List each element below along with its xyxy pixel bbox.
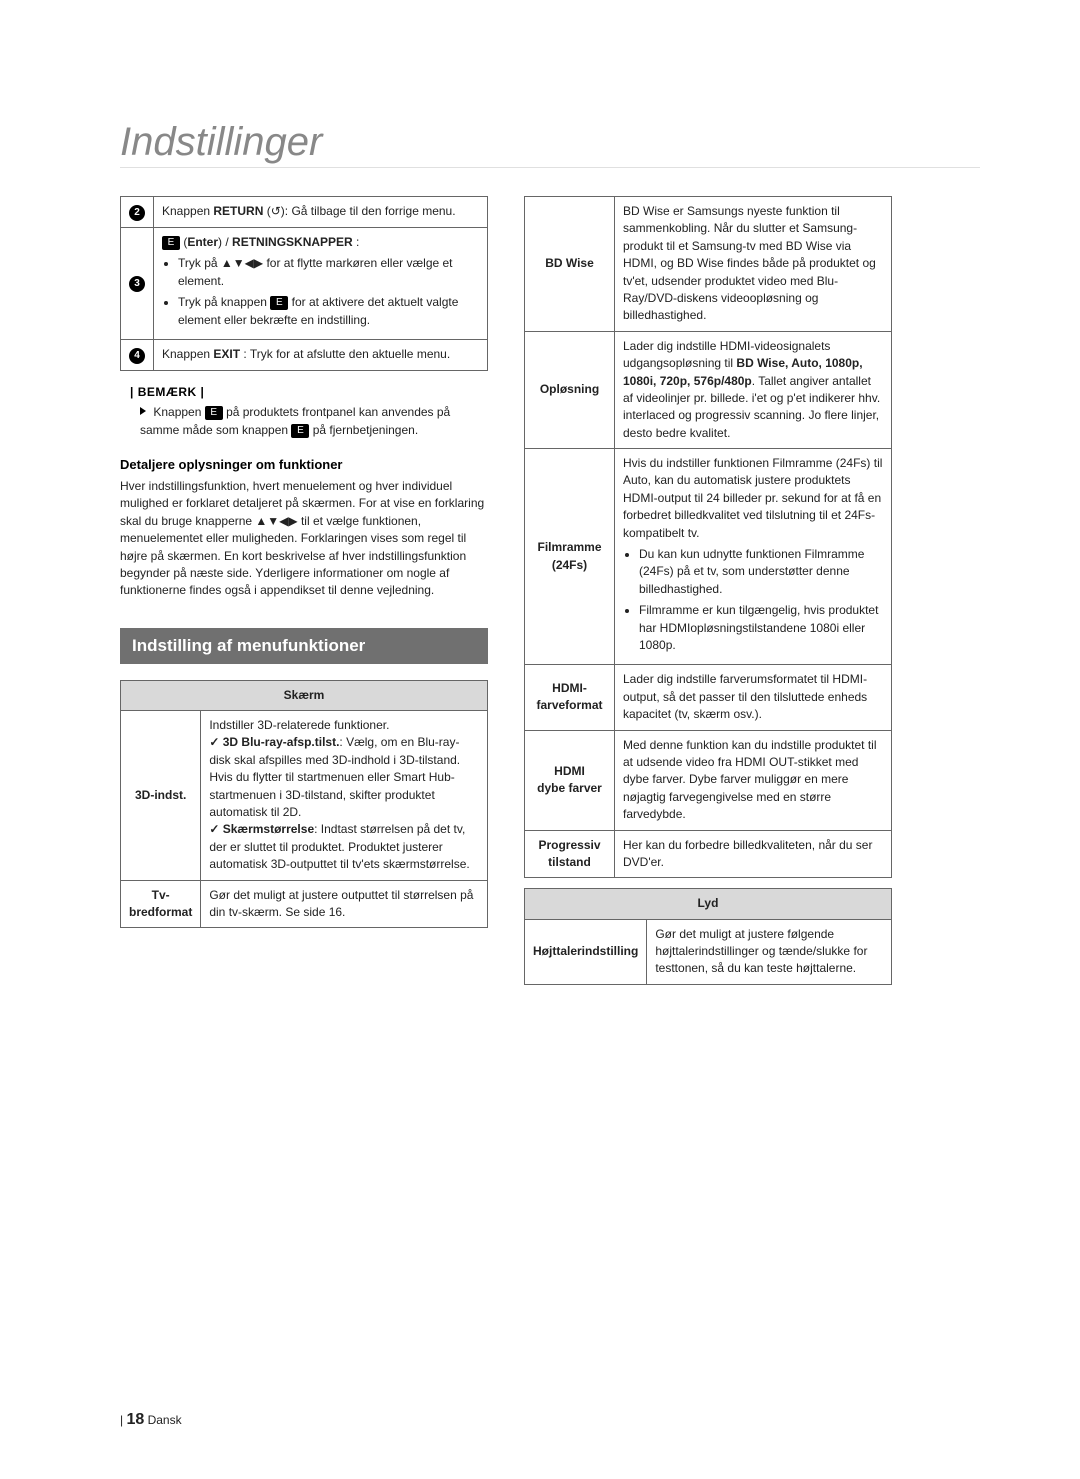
skaerm-header: Skærm <box>121 680 488 710</box>
setting-desc: Med denne funktion kan du indstille prod… <box>615 730 892 830</box>
setting-desc: Lader dig indstille HDMI-videosignalets … <box>615 331 892 448</box>
setting-label: Opløsning <box>525 331 615 448</box>
row-number: 3 <box>121 228 154 340</box>
setting-label: Progressivtilstand <box>525 830 615 878</box>
page-number: 18 <box>126 1411 144 1428</box>
note-text: Knappen E på produktets frontpanel kan a… <box>140 403 488 439</box>
setting-desc: Her kan du forbedre billedkvaliteten, nå… <box>615 830 892 878</box>
row-desc: Knappen EXIT : Tryk for at afslutte den … <box>154 339 488 370</box>
footer-lang: Dansk <box>148 1413 182 1427</box>
row-desc: Knappen RETURN (↺): Gå tilbage til den f… <box>154 197 488 228</box>
setting-desc: Indstiller 3D-relaterede funktioner.✓ 3D… <box>201 711 488 881</box>
row-number: 4 <box>121 339 154 370</box>
skaerm-table: Skærm 3D-indst.Indstiller 3D-relaterede … <box>120 680 488 929</box>
row-desc: E (Enter) / RETNINGSKNAPPER :Tryk på ▲▼◀… <box>154 228 488 340</box>
note-label: | BEMÆRK | <box>130 385 488 399</box>
setting-desc: Gør det muligt at justere outputtet til … <box>201 880 488 928</box>
section-bar: Indstilling af menufunktioner <box>120 628 488 664</box>
detaljere-heading: Detaljere oplysninger om funktioner <box>120 457 488 472</box>
setting-desc: Lader dig indstille farverumsformatet ti… <box>615 665 892 730</box>
setting-desc: Hvis du indstiller funktionen Filmramme … <box>615 449 892 665</box>
setting-desc: Gør det muligt at justere følgende højtt… <box>647 919 892 984</box>
setting-label: BD Wise <box>525 197 615 332</box>
setting-desc: BD Wise er Samsungs nyeste funktion til … <box>615 197 892 332</box>
page-footer: | 18 Dansk <box>120 1411 182 1429</box>
button-info-table: 2Knappen RETURN (↺): Gå tilbage til den … <box>120 196 488 371</box>
setting-label: Tv-bredformat <box>121 880 201 928</box>
setting-label: HDMI-farveformat <box>525 665 615 730</box>
triangle-icon <box>140 407 146 415</box>
right-table: BD WiseBD Wise er Samsungs nyeste funkti… <box>524 196 892 878</box>
lyd-table: Lyd HøjttalerindstillingGør det muligt a… <box>524 888 892 985</box>
setting-label: Højttalerindstilling <box>525 919 647 984</box>
detaljere-text: Hver indstillingsfunktion, hvert menuele… <box>120 478 488 600</box>
setting-label: 3D-indst. <box>121 711 201 881</box>
lyd-header: Lyd <box>525 889 892 919</box>
setting-label: HDMIdybe farver <box>525 730 615 830</box>
page-title: Indstillinger <box>120 120 980 168</box>
row-number: 2 <box>121 197 154 228</box>
setting-label: Filmramme(24Fs) <box>525 449 615 665</box>
